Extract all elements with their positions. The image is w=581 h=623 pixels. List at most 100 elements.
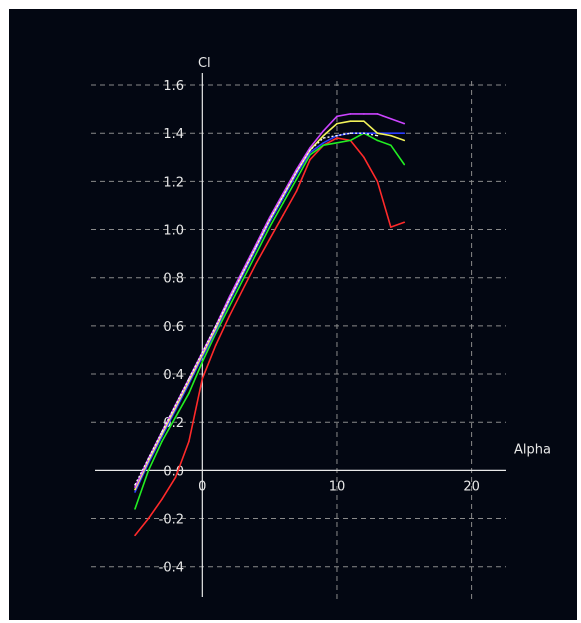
series-point [228, 315, 231, 318]
chart-panel: -0.4 -0.2 0.0 0.2 0.4 0.6 0.8 1.0 1.2 1.4 1.6 0 10 20… [9, 9, 577, 620]
series-point [161, 440, 163, 443]
series-point [322, 129, 325, 132]
series-point [390, 132, 392, 135]
series-point [390, 226, 392, 228]
series-point [174, 404, 177, 407]
tick-labels: -0.4-0.20.00.20.40.60.81.01.21.41.60 10 20 [159, 79, 480, 576]
series-point [161, 498, 163, 501]
series-point [147, 457, 150, 460]
series-point [390, 144, 392, 147]
y-tick-label: -0.2 [159, 513, 184, 528]
series-point [376, 139, 379, 142]
series-point [282, 192, 284, 195]
series-point [201, 351, 204, 354]
series-point [336, 115, 338, 118]
grid [91, 81, 506, 601]
series-point [188, 392, 190, 395]
x-tick-label: 0 [198, 479, 206, 494]
series-point [363, 113, 365, 115]
series-point [403, 139, 406, 142]
series-point [147, 469, 150, 472]
series-point [376, 180, 379, 183]
series-point [134, 488, 136, 491]
series-point [268, 219, 271, 221]
series-point [403, 122, 406, 125]
series-point [376, 132, 379, 135]
series-point [390, 134, 392, 137]
series-point [228, 298, 231, 301]
series-point [268, 238, 271, 240]
x-tick-label: 20 [463, 479, 480, 494]
axes [95, 73, 506, 597]
series-point [214, 325, 217, 327]
series-point [134, 508, 136, 510]
series-point [336, 137, 338, 139]
y-tick-label: 1.4 [163, 127, 184, 142]
series-point [282, 202, 284, 204]
series-point [322, 134, 325, 137]
y-tick-label: -0.4 [159, 561, 184, 576]
series-point [363, 156, 365, 159]
series-point [255, 252, 257, 255]
series-point [134, 486, 136, 489]
series-point [322, 137, 325, 139]
series-point [309, 158, 311, 161]
series-point [403, 132, 406, 135]
series-point [174, 476, 177, 479]
series-point [295, 178, 298, 180]
series-point [241, 272, 244, 274]
series-point [403, 163, 406, 166]
series-point [241, 279, 244, 281]
series-point [322, 142, 325, 144]
series-point [363, 132, 365, 135]
series-line [134, 113, 405, 488]
series-point [363, 120, 365, 122]
series-point [336, 142, 338, 144]
y-tick-label: 1.2 [163, 175, 184, 190]
series-point [134, 491, 136, 493]
series-point [201, 378, 204, 380]
series-point [336, 134, 338, 137]
series-point [241, 288, 244, 291]
series-point [295, 170, 298, 173]
series-group [134, 113, 406, 537]
y-tick-label: 1.0 [163, 224, 184, 239]
y-axis-label: Cl [198, 56, 211, 71]
series-point [349, 113, 352, 115]
cl-alpha-chart: -0.4-0.20.00.20.40.60.81.01.21.41.60 10 20… [91, 56, 551, 601]
series-point [349, 120, 352, 122]
series-point [390, 117, 392, 120]
series-point [309, 146, 311, 149]
series-point [134, 484, 136, 486]
series-point [295, 168, 298, 171]
y-tick-label: 0.6 [163, 320, 184, 335]
series-point [228, 305, 231, 308]
series-point [295, 190, 298, 192]
series-point [336, 122, 338, 125]
series-point [214, 344, 217, 346]
series-line [134, 137, 405, 536]
series-point [376, 113, 379, 115]
series-point [349, 132, 352, 135]
series-point [188, 440, 190, 443]
y-tick-label: 0.4 [163, 368, 184, 383]
series-point [255, 262, 257, 265]
series-point [309, 149, 311, 151]
series-point [241, 269, 244, 272]
series-point [161, 431, 163, 433]
series-point [268, 216, 271, 219]
series-point [201, 361, 204, 363]
series-point [403, 221, 406, 224]
series-point [268, 226, 271, 228]
series-point [322, 144, 325, 147]
series-point [188, 378, 190, 380]
series-point [147, 517, 150, 520]
series-point [174, 416, 177, 419]
x-tick-label: 10 [329, 479, 346, 494]
series-point [255, 245, 257, 248]
y-tick-label: 1.6 [163, 79, 184, 94]
series-point [376, 134, 379, 137]
series-point [134, 534, 136, 537]
x-axis-label: Alpha [514, 442, 551, 457]
series-point [349, 139, 352, 142]
